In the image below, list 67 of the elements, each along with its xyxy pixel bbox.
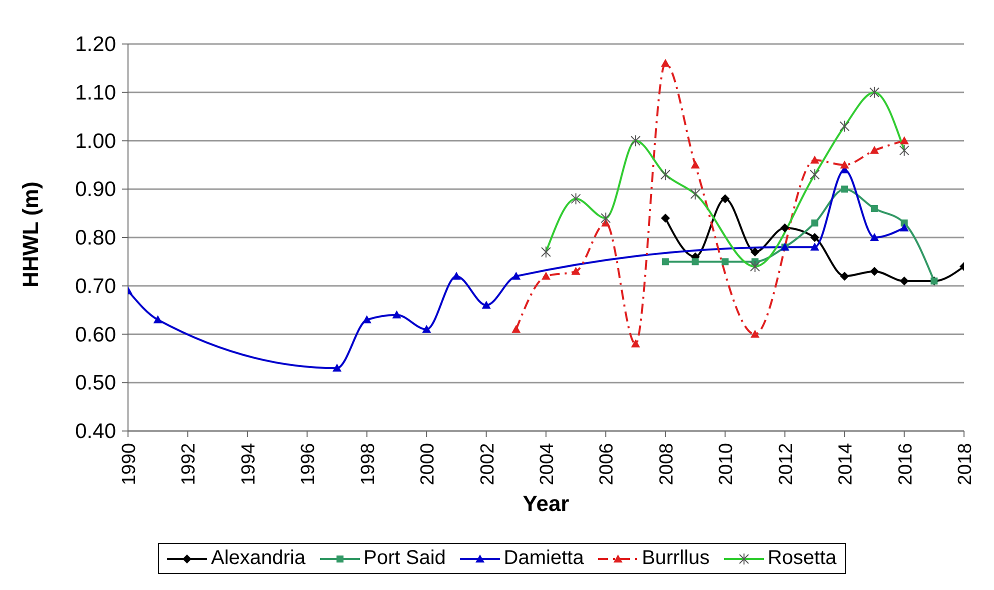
point [512, 324, 521, 333]
point [660, 58, 670, 67]
legend-label: Alexandria [211, 547, 306, 570]
legend-label: Rosetta [768, 547, 837, 570]
x-axis-title: Year [522, 491, 570, 516]
legend-label: Burrllus [642, 547, 710, 570]
point [750, 248, 760, 257]
point [870, 266, 879, 276]
point [870, 204, 878, 212]
legend-label: Port Said [364, 547, 446, 570]
y-tick-label: 0.80 [75, 226, 116, 250]
point [810, 156, 820, 164]
point [810, 233, 820, 242]
point [750, 330, 760, 338]
point [811, 219, 818, 226]
point [631, 339, 640, 348]
point [660, 214, 670, 223]
x-tick-label: 2014 [836, 442, 857, 486]
x-tick-label: 1994 [238, 442, 260, 486]
point [900, 223, 909, 232]
point [153, 315, 162, 324]
point [840, 272, 850, 281]
point [362, 315, 372, 324]
x-tick-label: 2008 [656, 443, 678, 486]
point [512, 272, 521, 280]
x-tick-label: 2006 [596, 443, 618, 486]
point [720, 194, 730, 204]
point [810, 242, 820, 251]
y-tick-label: 0.70 [75, 274, 116, 298]
x-tick-label: 2004 [537, 442, 558, 486]
point [870, 233, 879, 241]
x-tick-label: 2002 [477, 443, 498, 486]
point [900, 276, 909, 286]
point [780, 223, 790, 232]
y-axis-title: HHWL (m) [18, 182, 43, 288]
y-tick-label: 1.20 [75, 33, 116, 56]
y-tick-label: 0.90 [75, 178, 116, 202]
point [690, 160, 700, 168]
point [692, 258, 699, 266]
point [900, 136, 909, 144]
x-tick-label: 2016 [895, 443, 916, 486]
point [840, 160, 850, 168]
point [722, 258, 729, 266]
point [870, 146, 879, 154]
x-tick-label: 1996 [298, 443, 320, 486]
point [542, 272, 550, 280]
point [662, 258, 669, 266]
y-tick-label: 1.00 [75, 130, 116, 153]
y-tick-label: 1.10 [75, 81, 116, 104]
point [392, 310, 402, 318]
x-tick-label: 2010 [716, 443, 738, 486]
legend-label: Damietta [504, 547, 584, 570]
x-tick-label: 2012 [776, 443, 797, 486]
point [482, 300, 491, 309]
y-tick-label: 0.60 [75, 323, 116, 346]
x-tick-label: 2018 [955, 443, 976, 486]
y-tick-label: 0.50 [75, 372, 116, 395]
y-tick-label: 0.40 [75, 420, 116, 443]
x-tick-label: 1990 [119, 443, 140, 486]
x-tick-label: 1998 [358, 443, 379, 486]
x-tick-label: 1992 [178, 443, 200, 486]
point [422, 324, 432, 333]
x-tick-label: 2000 [418, 443, 439, 486]
point [332, 364, 342, 372]
point [841, 186, 848, 193]
point [571, 266, 580, 275]
point [452, 272, 461, 280]
